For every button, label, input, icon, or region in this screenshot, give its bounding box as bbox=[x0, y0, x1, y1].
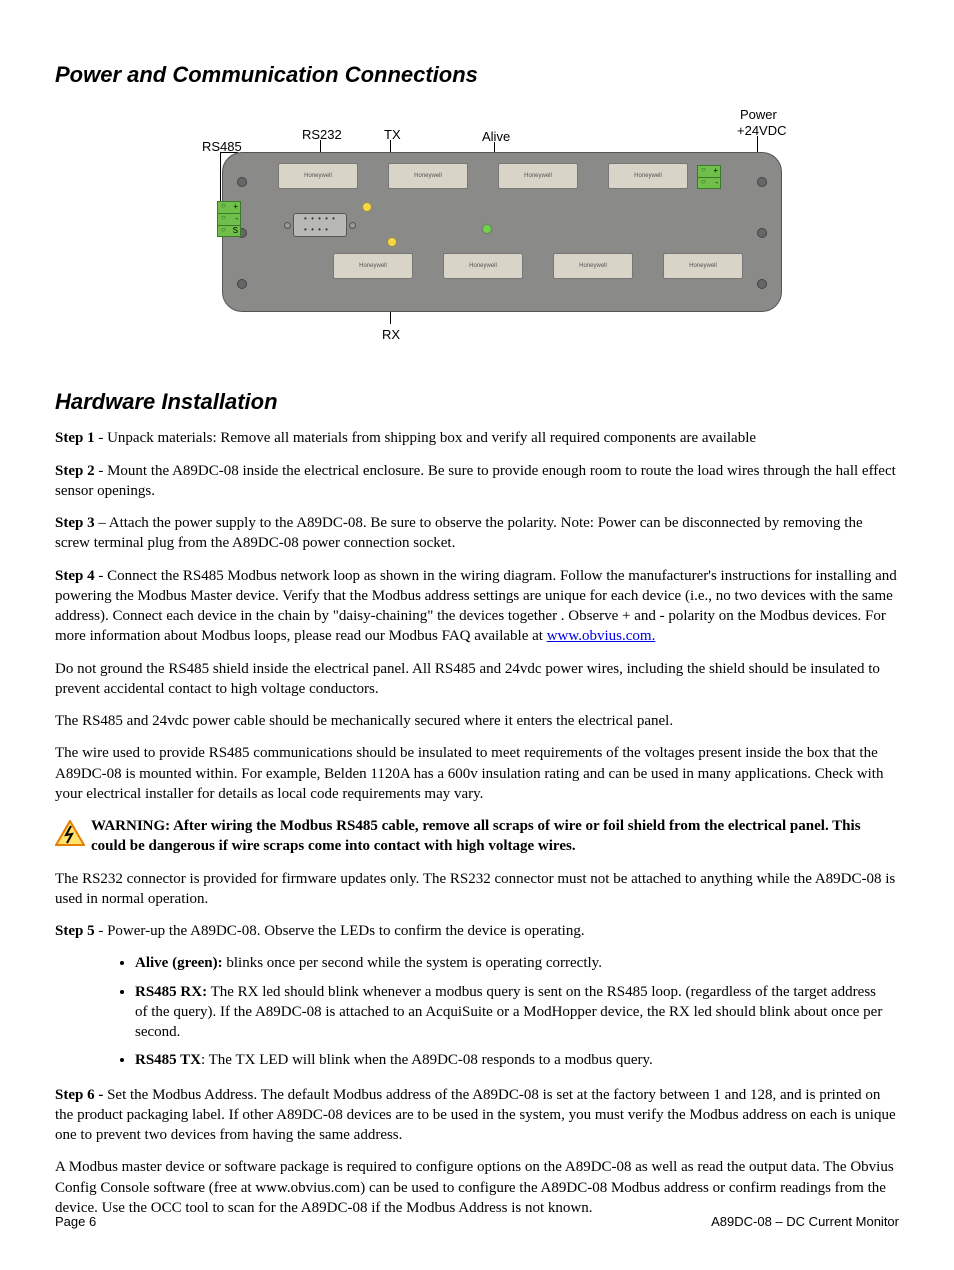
step-3: Step 3 – Attach the power supply to the … bbox=[55, 513, 899, 554]
screw-hole bbox=[237, 279, 247, 289]
step-text: - Connect the RS485 Modbus network loop … bbox=[55, 568, 897, 645]
bullet-label: RS485 TX bbox=[135, 1052, 201, 1068]
bullet-text: : The TX LED will blink when the A89DC-0… bbox=[201, 1052, 653, 1068]
screw-hole bbox=[237, 177, 247, 187]
warning-icon bbox=[55, 820, 85, 846]
label-alive: Alive bbox=[482, 128, 510, 146]
tx-led bbox=[363, 203, 371, 211]
label-24vdc: +24VDC bbox=[737, 122, 787, 140]
step-text: - Mount the A89DC-08 inside the electric… bbox=[55, 463, 896, 499]
step-5: Step 5 - Power-up the A89DC-08. Observe … bbox=[55, 921, 899, 941]
hall-sensor: Honeywell bbox=[663, 253, 743, 279]
bullet-text: blinks once per second while the system … bbox=[223, 955, 602, 971]
circuit-board: Honeywell Honeywell Honeywell Honeywell … bbox=[222, 152, 782, 312]
warning-block: WARNING: After wiring the Modbus RS485 c… bbox=[55, 816, 899, 857]
page-footer: Page 6 A89DC-08 – DC Current Monitor bbox=[55, 1213, 899, 1231]
step-4: Step 4 - Connect the RS485 Modbus networ… bbox=[55, 566, 899, 647]
section-heading-hw-install: Hardware Installation bbox=[55, 387, 899, 417]
rx-led bbox=[388, 238, 396, 246]
body-paragraph: The RS485 and 24vdc power cable should b… bbox=[55, 711, 899, 731]
bullet-label: RS485 RX: bbox=[135, 984, 207, 1000]
step-6: Step 6 - Set the Modbus Address. The def… bbox=[55, 1085, 899, 1146]
list-item: RS485 TX: The TX LED will blink when the… bbox=[135, 1050, 899, 1070]
hall-sensor: Honeywell bbox=[278, 163, 358, 189]
pin-label: - bbox=[715, 178, 718, 189]
hall-sensor: Honeywell bbox=[443, 253, 523, 279]
power-terminal: + - bbox=[697, 165, 721, 189]
warning-text: WARNING: After wiring the Modbus RS485 c… bbox=[91, 816, 899, 857]
step-label: Step 6 - bbox=[55, 1087, 103, 1103]
label-rs232: RS232 bbox=[302, 126, 342, 144]
hall-sensor: Honeywell bbox=[498, 163, 578, 189]
step-2: Step 2 - Mount the A89DC-08 inside the e… bbox=[55, 461, 899, 502]
body-paragraph: Do not ground the RS485 shield inside th… bbox=[55, 659, 899, 700]
step-label: Step 3 bbox=[55, 515, 95, 531]
screw-hole bbox=[757, 279, 767, 289]
pin-label: + bbox=[233, 202, 238, 213]
label-tx: TX bbox=[384, 126, 401, 144]
step-label: Step 2 bbox=[55, 463, 95, 479]
body-paragraph: The wire used to provide RS485 communica… bbox=[55, 743, 899, 804]
step-label: Step 1 bbox=[55, 430, 95, 446]
hall-sensor: Honeywell bbox=[388, 163, 468, 189]
obvius-link[interactable]: www.obvius.com. bbox=[547, 628, 656, 644]
label-power: Power bbox=[740, 106, 777, 124]
hall-sensor: Honeywell bbox=[608, 163, 688, 189]
body-paragraph: The RS232 connector is provided for firm… bbox=[55, 869, 899, 910]
hall-sensor: Honeywell bbox=[553, 253, 633, 279]
board-diagram: RS485 RS232 TX Alive Power +24VDC RX Hon… bbox=[132, 102, 822, 357]
rs485-terminal: + - S bbox=[217, 201, 241, 237]
pin-label: + bbox=[713, 166, 718, 177]
screw-hole bbox=[757, 228, 767, 238]
pin-label: - bbox=[235, 214, 238, 225]
step-1: Step 1 - Unpack materials: Remove all ma… bbox=[55, 428, 899, 448]
list-item: RS485 RX: The RX led should blink whenev… bbox=[135, 982, 899, 1043]
hall-sensor: Honeywell bbox=[333, 253, 413, 279]
bullet-label: Alive (green): bbox=[135, 955, 223, 971]
section-heading-power-comm: Power and Communication Connections bbox=[55, 60, 899, 90]
led-bullet-list: Alive (green): blinks once per second wh… bbox=[135, 953, 899, 1070]
step-text: Set the Modbus Address. The default Modb… bbox=[55, 1087, 896, 1144]
body-paragraph: A Modbus master device or software packa… bbox=[55, 1157, 899, 1218]
step-label: Step 4 bbox=[55, 568, 95, 584]
step-text: - Power-up the A89DC-08. Observe the LED… bbox=[95, 923, 585, 939]
bullet-text: The RX led should blink whenever a modbu… bbox=[135, 984, 882, 1041]
screw-hole bbox=[757, 177, 767, 187]
step-text: - Unpack materials: Remove all materials… bbox=[95, 430, 756, 446]
step-text: – Attach the power supply to the A89DC-0… bbox=[55, 515, 863, 551]
footer-page-number: Page 6 bbox=[55, 1213, 96, 1231]
pin-label: S bbox=[233, 226, 238, 237]
list-item: Alive (green): blinks once per second wh… bbox=[135, 953, 899, 973]
label-rx: RX bbox=[382, 326, 400, 344]
footer-doc-title: A89DC-08 – DC Current Monitor bbox=[711, 1213, 899, 1231]
rs232-port: • • • • •• • • • bbox=[293, 213, 347, 237]
step-label: Step 5 bbox=[55, 923, 95, 939]
leader-line bbox=[220, 152, 221, 202]
alive-led bbox=[483, 225, 491, 233]
